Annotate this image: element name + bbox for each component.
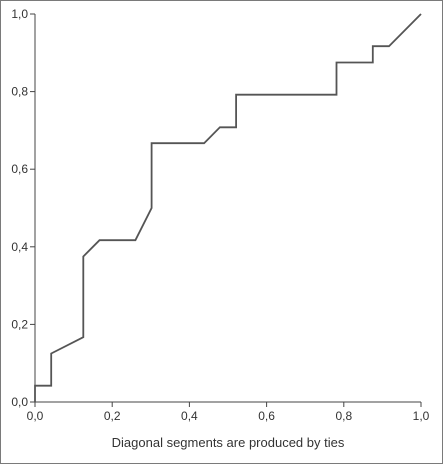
y-tick-label: 0,8 [11, 85, 28, 99]
x-tick-label: 0,4 [181, 409, 198, 423]
axes [34, 14, 421, 403]
y-tick-label: 0,0 [11, 395, 28, 409]
y-tick-label: 1,0 [11, 7, 28, 21]
x-tick-label: 1,0 [413, 409, 430, 423]
x-tick-label: 0,0 [27, 409, 44, 423]
y-tick-label: 0,6 [11, 162, 28, 176]
roc-curve-line [34, 13, 422, 402]
y-tick-label: 0,4 [11, 240, 28, 254]
y-tick-label: 0,2 [11, 317, 28, 331]
x-axis-title: Diagonal segments are produced by ties [112, 435, 345, 450]
x-tick-label: 0,6 [258, 409, 275, 423]
x-tick-label: 0,2 [104, 409, 121, 423]
x-tick-label: 0,8 [335, 409, 352, 423]
x-axis-ticks: 0,0 0,2 0,4 0,6 0,8 1,0 [27, 402, 430, 423]
y-axis-ticks: 0,0 0,2 0,4 0,6 0,8 1,0 [11, 7, 35, 409]
